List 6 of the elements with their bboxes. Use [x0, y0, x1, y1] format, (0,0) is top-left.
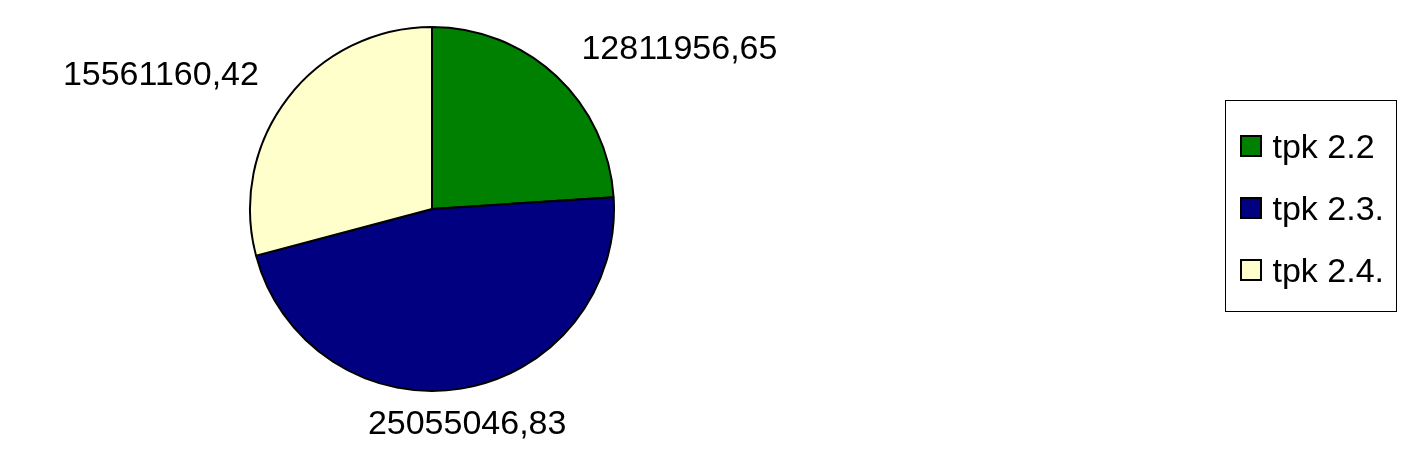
data-label: 12811956,65 — [581, 28, 778, 67]
legend-label: tpk 2.4. — [1272, 250, 1384, 290]
data-label: 25055046,83 — [367, 402, 567, 441]
data-label: 15561160,42 — [62, 54, 259, 93]
legend-label: tpk 2.2 — [1272, 126, 1375, 166]
legend-label: tpk 2.3. — [1272, 188, 1384, 228]
